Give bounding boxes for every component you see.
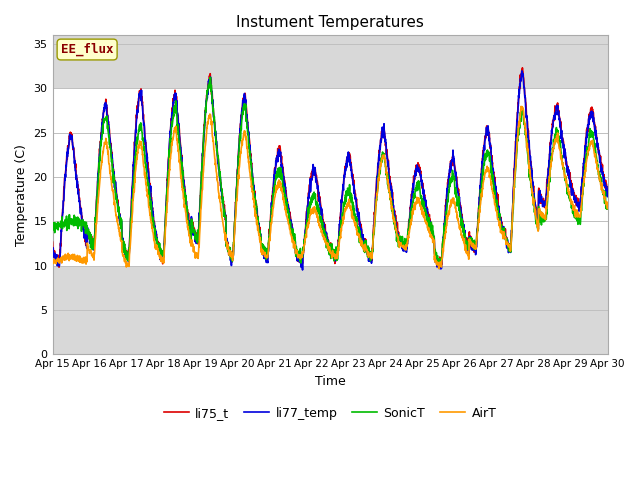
Bar [52, 88, 608, 265]
SonicT [104, 128, 112, 133]
SonicT [297, 260, 305, 266]
li77_temp [364, 250, 371, 256]
Line: SonicT: SonicT [52, 77, 608, 263]
Title: Instument Temperatures: Instument Temperatures [236, 15, 424, 30]
SonicT [364, 248, 372, 253]
AirT [596, 179, 604, 184]
li77_temp [604, 191, 612, 197]
li77_temp [596, 158, 604, 164]
li77_temp [529, 180, 537, 186]
li77_temp [518, 68, 526, 74]
li77_temp [104, 120, 112, 126]
AirT [224, 241, 232, 247]
Line: li77_temp: li77_temp [52, 71, 608, 270]
li75_t [529, 182, 537, 188]
AirT [497, 230, 505, 236]
SonicT [596, 178, 604, 183]
li77_temp [497, 223, 505, 228]
li75_t [364, 247, 371, 253]
AirT [364, 251, 371, 257]
li75_t [437, 264, 445, 270]
li77_temp [224, 247, 232, 252]
AirT [529, 195, 537, 201]
SonicT [529, 194, 537, 200]
Text: EE_flux: EE_flux [61, 43, 113, 56]
li77_temp [49, 248, 56, 253]
li75_t [604, 184, 612, 190]
li75_t [596, 157, 604, 163]
li75_t [224, 240, 232, 245]
Legend: li75_t, li77_temp, SonicT, AirT: li75_t, li77_temp, SonicT, AirT [159, 402, 502, 425]
li75_t [104, 117, 112, 123]
AirT [435, 266, 443, 272]
AirT [104, 151, 112, 157]
AirT [49, 258, 56, 264]
AirT [517, 104, 525, 109]
li75_t [518, 65, 526, 71]
li75_t [49, 239, 56, 245]
AirT [604, 203, 612, 208]
SonicT [49, 225, 56, 231]
SonicT [498, 230, 506, 236]
SonicT [207, 74, 214, 80]
SonicT [224, 249, 232, 254]
X-axis label: Time: Time [315, 374, 346, 387]
Line: li75_t: li75_t [52, 68, 608, 267]
Y-axis label: Temperature (C): Temperature (C) [15, 144, 28, 246]
Line: AirT: AirT [52, 107, 608, 269]
li75_t [497, 219, 505, 225]
SonicT [604, 206, 612, 212]
li77_temp [299, 267, 307, 273]
